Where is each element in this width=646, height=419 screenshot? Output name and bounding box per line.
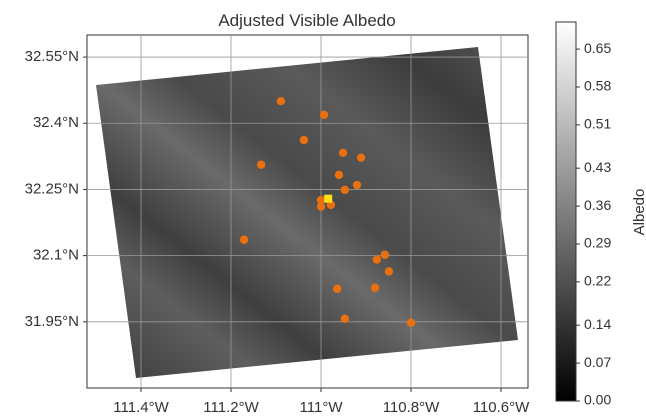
marker-square xyxy=(324,194,333,203)
colorbar-tick-label: 0.58 xyxy=(584,78,611,94)
marker-point xyxy=(299,135,309,145)
marker-point xyxy=(338,148,348,158)
x-tick-label: 111°W xyxy=(300,399,344,414)
marker-point xyxy=(319,110,329,120)
y-tick-label: 32.25°N xyxy=(25,180,79,197)
x-tick-label: 110.6°W xyxy=(473,399,530,414)
marker-point xyxy=(256,160,266,169)
marker-point xyxy=(340,185,350,195)
y-tick-label: 32.4°N xyxy=(33,114,79,131)
y-tick-label: 31.95°N xyxy=(25,313,79,330)
marker-point xyxy=(333,284,342,293)
x-tick-label: 111.4°W xyxy=(113,399,169,414)
marker-point xyxy=(370,283,380,293)
marker-point xyxy=(276,96,286,106)
x-tick-label: 110.8°W xyxy=(383,399,440,414)
marker-point xyxy=(356,153,366,162)
marker-point xyxy=(406,318,416,327)
marker-point xyxy=(334,170,344,180)
y-tick-label: 32.55°N xyxy=(25,48,79,65)
colorbar-tick-label: 0.43 xyxy=(584,159,611,175)
marker-point xyxy=(316,195,326,205)
colorbar xyxy=(555,21,577,402)
marker-point xyxy=(340,314,350,323)
colorbar-label: Albedo xyxy=(631,189,646,236)
colorbar-tick-label: 0.36 xyxy=(584,197,611,213)
x-tick-label: 111.2°W xyxy=(203,399,259,414)
marker-point xyxy=(384,267,394,276)
colorbar-tick-label: 0.51 xyxy=(584,116,611,132)
colorbar-tick-label: 0.00 xyxy=(584,392,611,408)
colorbar-tick-label: 0.14 xyxy=(584,316,611,332)
marker-point xyxy=(372,255,381,264)
marker-point xyxy=(316,202,326,211)
marker-point xyxy=(352,180,362,190)
colorbar-tick-label: 0.22 xyxy=(584,273,611,289)
colorbar-tick-label: 0.65 xyxy=(584,40,611,56)
colorbar-tick-label: 0.29 xyxy=(584,235,611,251)
marker-point xyxy=(380,250,390,259)
y-tick-label: 32.1°N xyxy=(33,247,79,264)
chart-title: Adjusted Visible Albedo xyxy=(218,11,395,30)
albedo-raster xyxy=(96,47,518,378)
marker-point xyxy=(239,235,249,244)
marker-point xyxy=(326,200,336,210)
colorbar-tick-label: 0.07 xyxy=(584,354,611,370)
